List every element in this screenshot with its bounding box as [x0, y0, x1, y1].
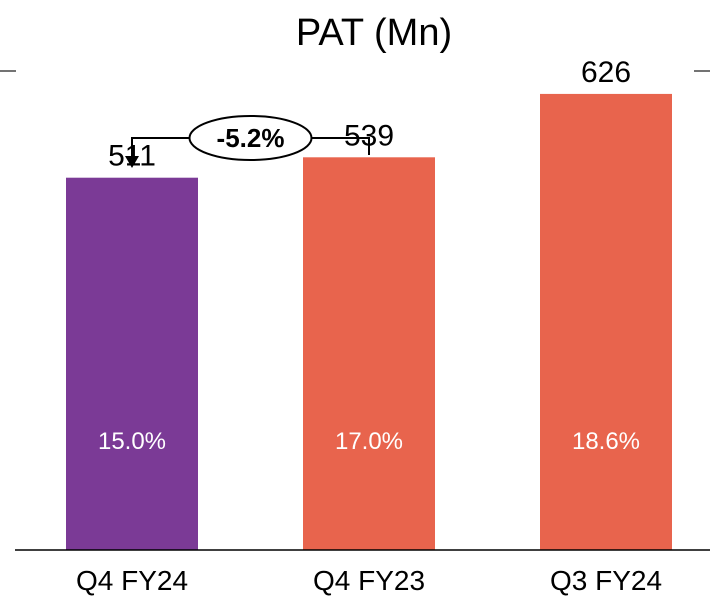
bar: [303, 157, 435, 551]
category-tick-label: Q4 FY24: [76, 565, 188, 596]
chart-title: PAT (Mn): [296, 12, 452, 54]
change-oval: [188, 115, 313, 161]
change-percent-label: -5.2%: [217, 123, 285, 153]
bracket-line-right: [311, 137, 370, 155]
margin-label: 15.0%: [98, 428, 166, 455]
value-label: 626: [581, 56, 631, 89]
bar: [540, 93, 672, 551]
margin-label: 18.6%: [572, 428, 640, 455]
change-annotation: -5.2%: [125, 115, 370, 168]
bracket-line-left: [131, 137, 190, 158]
arrow-head-icon: [125, 156, 139, 168]
category-tick-label: Q3 FY24: [550, 565, 662, 596]
margin-label: 17.0%: [335, 428, 403, 455]
category-tick-label: Q4 FY23: [313, 565, 425, 596]
bar: [66, 177, 198, 550]
